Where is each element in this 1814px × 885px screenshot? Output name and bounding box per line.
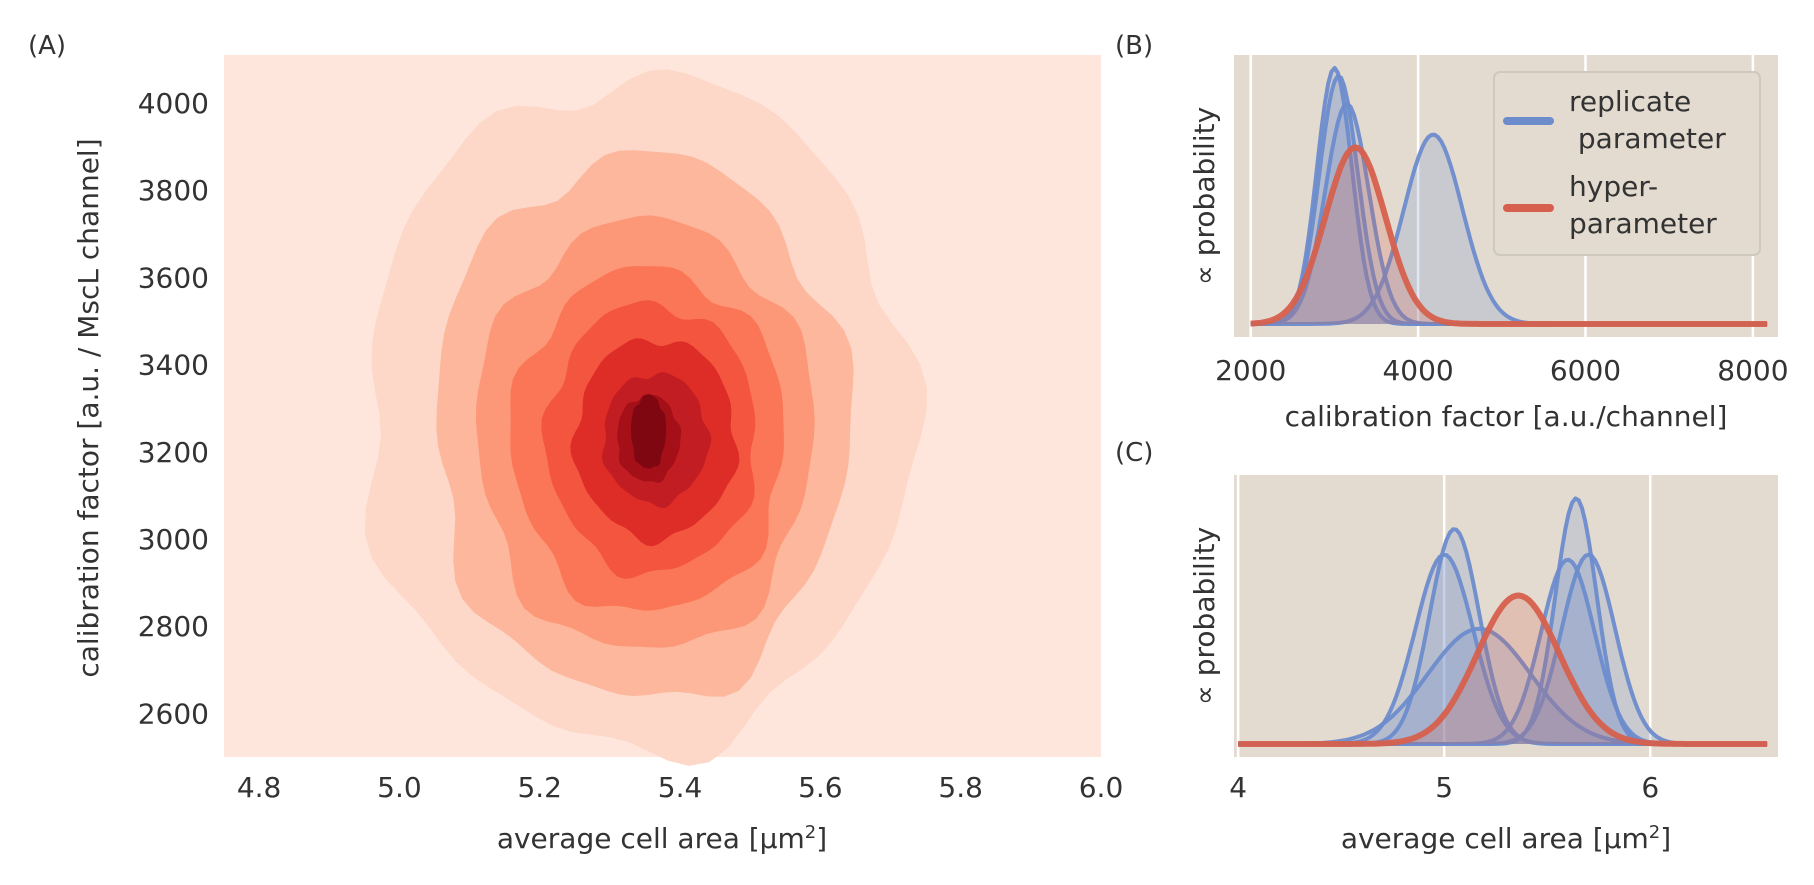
x-tick-labels: 4.8 5.0 5.2 5.4 5.6 5.8 6.0 [237,771,1123,804]
contour-level-9 [631,394,667,469]
panel-b-curves [1250,66,1768,327]
replicate-density-fill [1250,103,1768,325]
panel-a-x-axis-label: average cell area [μm2] [497,822,827,855]
panel-a-y-axis-label: calibration factor [a.u. / MscL channel] [72,138,105,677]
x-tick-label: 8000 [1717,354,1788,387]
y-tick-label: 3200 [138,436,209,469]
y-tick-labels: 2600 2800 3000 3200 3400 3600 3800 4000 [138,87,209,730]
x-tick-label: 5 [1435,771,1453,804]
x-tick-label: 6 [1641,771,1659,804]
x-tick-label: 5.4 [658,771,703,804]
hyper-density-fill [1250,147,1768,324]
x-tick-label: 5.6 [798,771,843,804]
x-tick-label: 5.0 [377,771,422,804]
panel-b-x-tick-labels: 2000 4000 6000 8000 [1215,354,1788,387]
panel-a-contour-plot: (A) 4.8 5.0 5.2 5.4 5.6 5.8 6.0 2600 2800 3000 32… [28,31,1123,855]
legend: replicate parameter hyper- parameter [1493,71,1761,256]
contour-levels [224,55,1101,766]
y-tick-label: 4000 [138,87,209,120]
panel-c-curves [1238,496,1768,747]
y-tick-label: 3400 [138,349,209,382]
y-tick-label: 3600 [138,261,209,294]
panel-c-background [1234,475,1778,757]
y-tick-label: 3800 [138,174,209,207]
panel-c-cell-area: (C) 4 5 6 average cell area [μm2] ∝ probab… [1115,438,1778,855]
x-tick-label: 5.8 [938,771,983,804]
panel-c-x-axis-label: average cell area [μm2] [1341,822,1671,855]
x-tick-label: 2000 [1215,354,1286,387]
x-tick-label: 4.8 [237,771,282,804]
legend-hyper-label-line2: parameter [1569,207,1717,240]
panel-c-y-axis-label: ∝ probability [1188,527,1221,705]
y-tick-label: 2600 [138,697,209,730]
x-tick-label: 6.0 [1079,771,1124,804]
replicate-density-fill [1238,628,1768,744]
y-tick-label: 2800 [138,610,209,643]
legend-hyper-label: hyper- [1569,170,1658,203]
x-tick-label: 5.2 [517,771,562,804]
hyper-density-fill [1238,595,1768,744]
panel-a-label: (A) [28,31,66,61]
x-tick-label: 4000 [1382,354,1453,387]
panel-b-y-axis-label: ∝ probability [1188,107,1221,285]
hyper-density-curve [1238,592,1768,747]
legend-box [1493,71,1761,256]
legend-replicate-label: replicate [1569,85,1691,118]
hyper-density-curve [1250,144,1768,327]
panel-b-calibration-factor: (B) 2000 4000 6000 8000 calibration factor … [1115,31,1789,433]
y-tick-label: 3000 [138,523,209,556]
x-tick-label: 6000 [1550,354,1621,387]
panel-b-x-axis-label: calibration factor [a.u./channel] [1285,400,1728,433]
panel-c-x-tick-labels: 4 5 6 [1229,771,1659,804]
legend-replicate-label-line2: parameter [1569,122,1726,155]
panel-c-label: (C) [1115,438,1153,468]
x-tick-label: 4 [1229,771,1247,804]
panel-b-label: (B) [1115,31,1153,61]
